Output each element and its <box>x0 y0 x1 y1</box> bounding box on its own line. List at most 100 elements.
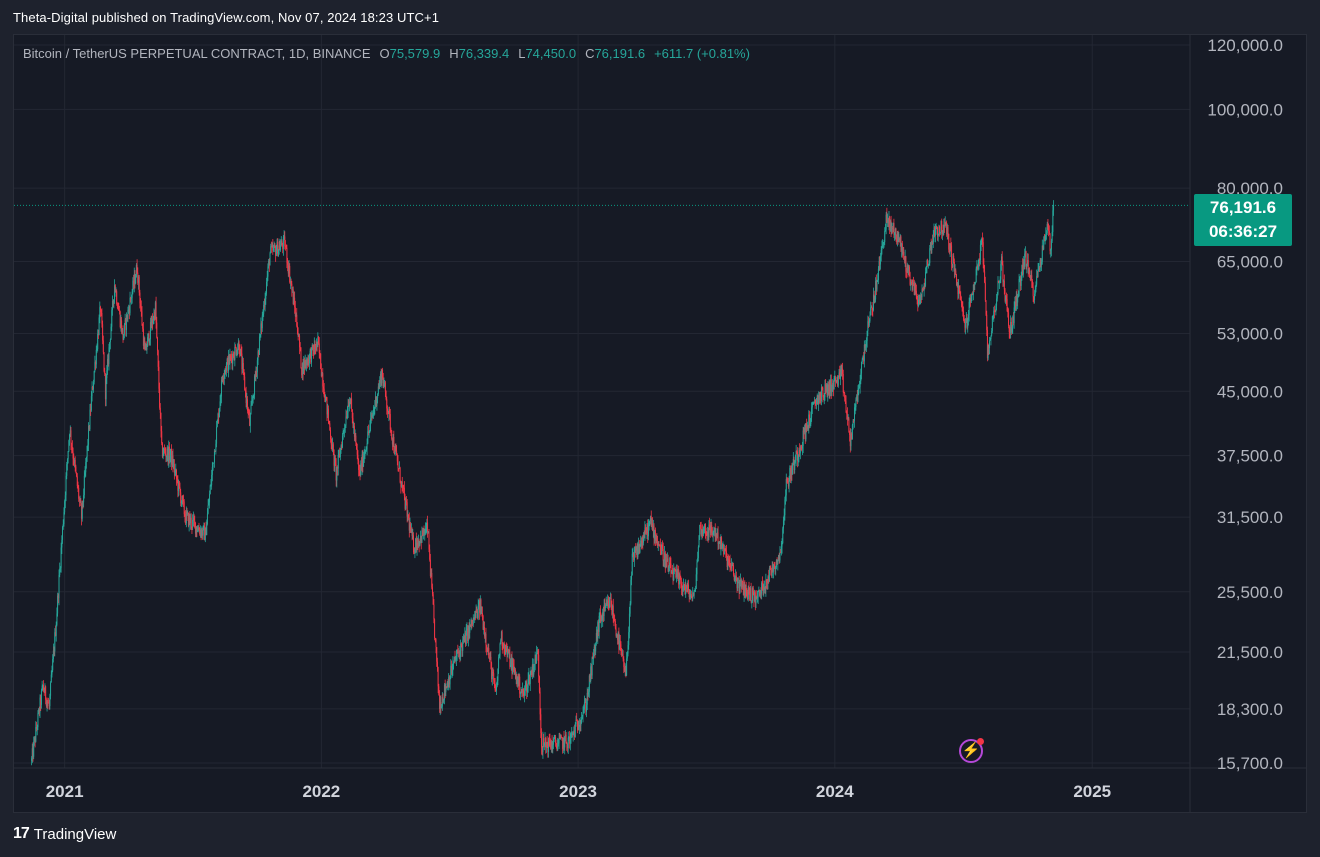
candle-body <box>269 253 271 266</box>
candle-body <box>952 255 954 267</box>
candle-body <box>276 241 278 251</box>
candle-body <box>489 656 491 660</box>
candle-body <box>944 223 946 227</box>
candle-body <box>397 461 399 469</box>
candle-body <box>989 340 991 349</box>
candle-body <box>168 446 170 463</box>
candle-body <box>1049 233 1051 252</box>
candle-body <box>525 683 527 686</box>
candle-body <box>209 494 211 503</box>
candle-body <box>596 632 598 639</box>
candle-body <box>338 454 340 456</box>
candle-body <box>659 544 661 546</box>
candle-body <box>872 294 874 311</box>
candle-body <box>998 280 1000 283</box>
candle-body <box>436 647 438 662</box>
candle-body <box>959 290 961 296</box>
candle-body <box>288 266 290 274</box>
candle-body <box>756 597 758 599</box>
candle-body <box>48 702 50 707</box>
candle-body <box>986 330 988 359</box>
candle-body <box>873 294 875 300</box>
candle-body <box>653 525 655 539</box>
candle-body <box>472 617 474 625</box>
candle-body <box>108 347 110 365</box>
candle-body <box>33 737 35 742</box>
candle-body <box>926 260 928 268</box>
candle-body <box>883 242 885 244</box>
candle-body <box>893 223 895 235</box>
candle-body <box>816 398 818 404</box>
candle-body <box>655 535 657 541</box>
candle-body <box>365 449 367 451</box>
candle-body <box>946 224 948 235</box>
candle-body <box>434 638 436 640</box>
candle-body <box>975 268 977 283</box>
candle-body <box>728 558 730 560</box>
candle-body <box>132 280 134 292</box>
candle-body <box>194 522 196 534</box>
candle-body <box>144 341 146 351</box>
candle-body <box>843 392 845 394</box>
candle-body <box>756 596 758 599</box>
lightning-bolt-icon[interactable]: ⚡ <box>959 738 984 763</box>
candle-body <box>512 663 514 674</box>
candle-body <box>156 322 158 338</box>
candle-body <box>832 382 834 392</box>
candle-body <box>514 669 516 679</box>
candle-body <box>868 320 870 326</box>
candle-body <box>594 646 596 652</box>
candle-body <box>57 595 59 614</box>
candle-body <box>321 373 323 377</box>
candle-body <box>164 448 166 451</box>
candle-body <box>889 216 891 228</box>
candle-body <box>142 325 144 329</box>
close-label: C <box>585 46 595 61</box>
candle-body <box>726 556 728 568</box>
candle-body <box>851 424 853 440</box>
candle-body <box>309 350 311 355</box>
candle-body <box>308 359 310 364</box>
candle-body <box>218 408 220 418</box>
candle-body <box>664 552 666 561</box>
candle-body <box>915 284 917 291</box>
candle-body <box>505 645 507 654</box>
candle-body <box>909 272 911 285</box>
change-value: +611.7 (+0.81%) <box>654 46 750 61</box>
y-tick-label: 100,000.0 <box>1207 100 1283 119</box>
candle-body <box>905 256 907 272</box>
candle-body <box>106 370 108 379</box>
chart-frame[interactable] <box>13 34 1307 813</box>
candle-body <box>998 281 1000 283</box>
candle-body <box>496 680 498 687</box>
candle-body <box>948 249 950 253</box>
candle-body <box>667 558 669 572</box>
candle-body <box>410 528 412 533</box>
candle-body <box>684 584 686 594</box>
candle-body <box>64 501 66 513</box>
candle-body <box>723 548 725 555</box>
candle-body <box>1048 226 1050 232</box>
candle-body <box>806 425 808 427</box>
candle-body <box>241 353 243 370</box>
candle-body <box>493 673 495 681</box>
candle-body <box>1003 280 1005 290</box>
candle-body <box>362 454 364 467</box>
candle-body <box>256 371 258 373</box>
candle-body <box>365 449 367 452</box>
candle-body <box>443 684 445 700</box>
candle-body <box>534 654 536 665</box>
candle-body <box>984 282 986 301</box>
candle-body <box>778 554 780 560</box>
tradingview-logo[interactable]: 17 TradingView <box>13 825 116 843</box>
candle-body <box>858 387 860 389</box>
candle-body <box>565 734 567 743</box>
candle-body <box>137 276 139 283</box>
candle-body <box>100 307 102 313</box>
candle-body <box>598 615 600 632</box>
candle-body <box>122 328 124 340</box>
candle-body <box>650 516 652 525</box>
candle-body <box>254 375 256 396</box>
candle-body <box>398 467 400 469</box>
